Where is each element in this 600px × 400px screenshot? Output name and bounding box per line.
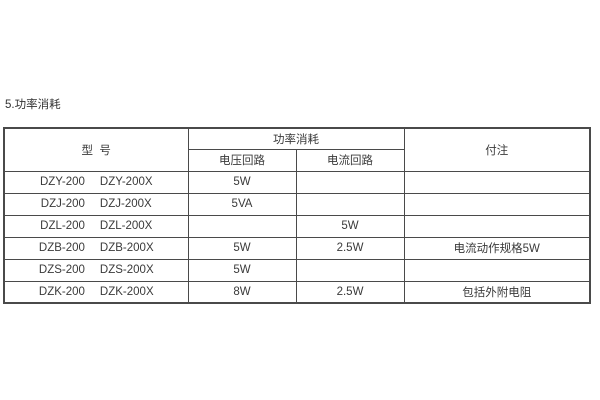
table-row: DZL-200 DZL-200X 5W [3, 214, 591, 238]
voltage-cell [187, 214, 297, 238]
voltage-cell: 5VA [187, 192, 297, 216]
header-power-consumption: 功率消耗 [187, 127, 405, 150]
current-cell [295, 258, 405, 282]
model-name: DZL-200X [99, 220, 153, 232]
model-name: DZS-200 [38, 264, 85, 276]
header-notes: 付注 [403, 127, 591, 172]
model-cell: DZB-200 DZB-200X [3, 236, 189, 260]
current-cell [295, 192, 405, 216]
table-row: DZK-200 DZK-200X 8W 2.5W 包括外附电阻 [3, 280, 591, 304]
header-voltage-circuit: 电压回路 [187, 148, 297, 172]
current-cell [295, 170, 405, 194]
current-cell: 2.5W [295, 280, 405, 304]
table-row: DZY-200 DZY-200X 5W [3, 170, 591, 194]
voltage-cell: 5W [187, 258, 297, 282]
current-cell: 2.5W [295, 236, 405, 260]
table-row: DZB-200 DZB-200X 5W 2.5W 电流动作规格5W [3, 236, 591, 260]
table-row: DZJ-200 DZJ-200X 5VA [3, 192, 591, 216]
model-cell: DZJ-200 DZJ-200X [3, 192, 189, 216]
note-cell [403, 258, 591, 282]
power-consumption-table: 型 号 功率消耗 付注 电压回路 电流回路 DZY-200 DZY-200X 5W… [3, 127, 591, 304]
note-cell: 包括外附电阻 [403, 280, 591, 304]
voltage-cell: 5W [187, 236, 297, 260]
model-cell: DZY-200 DZY-200X [3, 170, 189, 194]
voltage-cell: 8W [187, 280, 297, 304]
model-cell: DZS-200 DZS-200X [3, 258, 189, 282]
model-name: DZJ-200 [40, 198, 85, 210]
table-row: DZS-200 DZS-200X 5W [3, 258, 591, 282]
model-name: DZJ-200X [99, 198, 152, 210]
model-name: DZS-200X [99, 264, 154, 276]
note-cell [403, 192, 591, 216]
section-title: 5.功率消耗 [5, 99, 61, 111]
current-cell: 5W [295, 214, 405, 238]
header-model: 型 号 [3, 127, 189, 172]
model-name: DZY-200 [39, 176, 85, 188]
model-name: DZY-200X [99, 176, 153, 188]
model-cell: DZL-200 DZL-200X [3, 214, 189, 238]
note-cell [403, 214, 591, 238]
model-name: DZB-200 [38, 242, 85, 254]
note-cell: 电流动作规格5W [403, 236, 591, 260]
model-name: DZK-200 [38, 285, 85, 298]
model-cell: DZK-200 DZK-200X [3, 280, 189, 304]
model-name: DZK-200X [99, 285, 154, 298]
model-name: DZL-200 [40, 220, 85, 232]
model-name: DZB-200X [99, 242, 154, 254]
header-row-1: 型 号 功率消耗 付注 [3, 127, 591, 172]
header-current-circuit: 电流回路 [295, 148, 405, 172]
note-cell [403, 170, 591, 194]
voltage-cell: 5W [187, 170, 297, 194]
